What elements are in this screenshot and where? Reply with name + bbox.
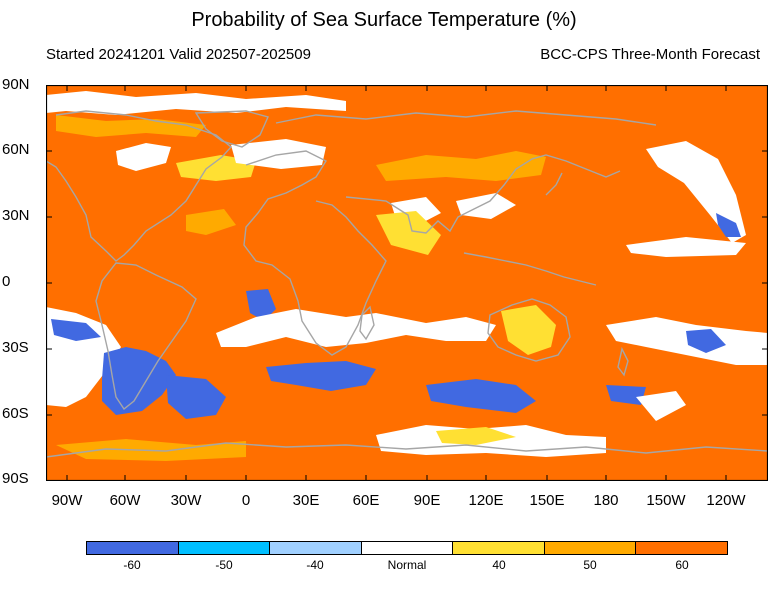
patch-pacific-eq-white	[626, 237, 746, 257]
lon-label-120w: 120W	[706, 492, 746, 509]
coast-indonesia	[463, 252, 597, 286]
legend-swatch-below-60	[87, 542, 179, 554]
patch-south-ocean-blue-1	[266, 361, 376, 391]
patch-arctic-white	[46, 91, 346, 115]
legend-swatch-above-50	[544, 542, 637, 554]
patch-south-pacific-white	[606, 317, 768, 365]
patch-atlantic-orange	[186, 209, 236, 235]
legend-colorbar	[86, 541, 728, 555]
forecast-source: BCC-CPS Three-Month Forecast	[540, 46, 760, 63]
legend-swatch-normal	[361, 542, 454, 554]
coast-greenland	[194, 110, 269, 148]
patch-arctic-orange	[56, 115, 206, 137]
lon-label-30w: 30W	[170, 492, 202, 509]
lat-label-60n: 60N	[2, 141, 30, 158]
map-ticks	[46, 85, 768, 481]
legend-label-60: 60	[675, 558, 689, 572]
legend-label-minus-60: -60	[123, 558, 141, 572]
lon-label-60w: 60W	[109, 492, 141, 509]
legend-swatch-above-60	[636, 542, 728, 554]
legend-swatch-below-40	[270, 542, 362, 554]
patch-asia-orange	[376, 151, 546, 181]
patch-north-pacific-blue	[716, 213, 741, 237]
coast-australia	[487, 298, 571, 362]
legend-label-minus-40: -40	[306, 558, 324, 572]
coast-japan	[545, 172, 563, 196]
patch-antarctic-yellow	[436, 427, 516, 445]
coast-madagascar	[359, 305, 375, 341]
lon-label-0: 0	[241, 492, 251, 509]
lon-label-180: 180	[593, 492, 619, 509]
lon-label-60e: 60E	[352, 492, 380, 509]
coast-arctic-eurasia	[275, 110, 657, 126]
coast-antarctica	[46, 442, 768, 458]
probability-patches	[46, 91, 768, 461]
patch-south-pacific-blue	[686, 329, 726, 353]
coast-africa-europe	[243, 150, 387, 356]
coast-new-zealand	[617, 346, 629, 377]
legend-swatch-above-40	[453, 542, 545, 554]
patch-south-pacific-blue-2	[606, 385, 646, 405]
lat-label-90n: 90N	[2, 76, 30, 93]
forecast-dates: Started 20241201 Valid 202507-202509	[46, 46, 311, 63]
patch-sw-atlantic-blue	[166, 375, 226, 419]
lat-label-0: 0	[2, 273, 11, 290]
lat-label-30s: 30S	[2, 339, 29, 356]
patch-east-asia-white	[456, 193, 516, 219]
coast-north-america	[46, 110, 233, 262]
coastlines	[46, 110, 768, 458]
coast-asia	[345, 154, 621, 234]
lon-label-30e: 30E	[292, 492, 320, 509]
map-title: Probability of Sea Surface Temperature (…	[191, 9, 577, 31]
lon-label-90e: 90E	[413, 492, 441, 509]
patch-south-pacific-white-2	[636, 391, 686, 421]
patch-argentina-blue	[102, 347, 176, 415]
patch-africa-coast-blue	[246, 289, 276, 321]
legend-label-normal: Normal	[387, 558, 427, 572]
coast-south-america	[95, 262, 197, 411]
lat-label-90s: 90S	[2, 470, 29, 487]
legend-label-minus-50: -50	[215, 558, 233, 572]
patch-south-ocean-blue-2	[426, 379, 536, 413]
legend-swatch-below-50	[178, 542, 271, 554]
lon-label-90w: 90W	[51, 492, 83, 509]
lat-label-60s: 60S	[2, 405, 29, 422]
patch-india-yellow	[376, 211, 441, 255]
lon-label-150w: 150W	[646, 492, 686, 509]
sst-probability-map	[46, 85, 768, 481]
patch-north-america-white	[116, 143, 171, 171]
patch-australia-yellow	[501, 305, 556, 355]
lon-label-120e: 120E	[468, 492, 504, 509]
lat-label-30n: 30N	[2, 207, 30, 224]
legend-label-40: 40	[492, 558, 506, 572]
patch-se-pacific-blue-1	[51, 319, 101, 341]
lon-label-150e: 150E	[529, 492, 565, 509]
legend-label-50: 50	[583, 558, 597, 572]
